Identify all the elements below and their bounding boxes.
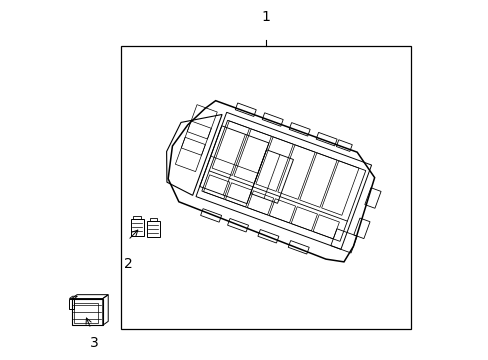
Text: 2: 2 (123, 257, 132, 271)
Bar (121, 45, 410, 329)
Text: 1: 1 (261, 10, 270, 24)
Text: 3: 3 (89, 336, 98, 350)
